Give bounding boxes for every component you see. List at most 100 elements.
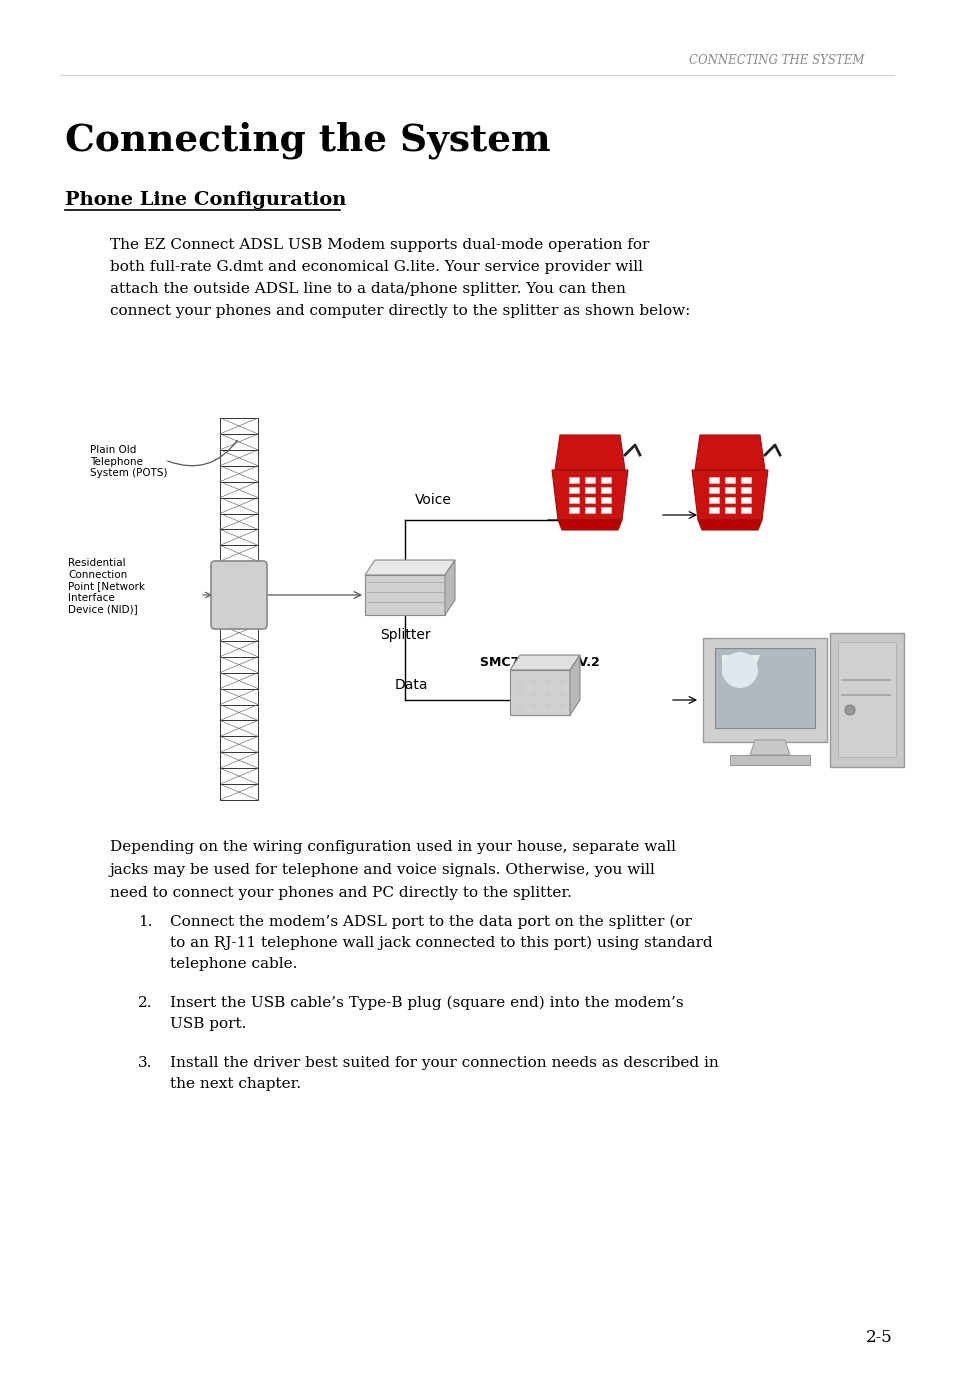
Polygon shape: [510, 670, 569, 715]
Text: connect your phones and computer directly to the splitter as shown below:: connect your phones and computer directl…: [110, 304, 690, 318]
Polygon shape: [220, 784, 257, 799]
Bar: [708, 497, 719, 502]
Circle shape: [559, 680, 563, 684]
Text: Phone Line Configuration: Phone Line Configuration: [65, 192, 346, 210]
Text: Plain Old
Telephone
System (POTS): Plain Old Telephone System (POTS): [90, 446, 168, 479]
Circle shape: [517, 693, 521, 695]
Text: CONNECTING THE SYSTEM: CONNECTING THE SYSTEM: [688, 54, 863, 67]
Polygon shape: [749, 740, 789, 755]
Polygon shape: [220, 657, 257, 673]
Circle shape: [721, 652, 758, 688]
Polygon shape: [220, 514, 257, 529]
Bar: [724, 507, 734, 514]
Polygon shape: [220, 545, 257, 561]
Text: Connecting the System: Connecting the System: [65, 121, 550, 158]
Text: Residential
Connection
Point [Network
Interface
Device (NID)]: Residential Connection Point [Network In…: [68, 558, 145, 615]
Bar: [584, 477, 595, 483]
Bar: [714, 648, 814, 727]
Bar: [740, 477, 750, 483]
Text: need to connect your phones and PC directly to the splitter.: need to connect your phones and PC direc…: [110, 886, 571, 899]
Bar: [600, 477, 610, 483]
FancyBboxPatch shape: [702, 638, 826, 743]
Polygon shape: [444, 559, 455, 615]
Circle shape: [559, 693, 563, 695]
Polygon shape: [220, 609, 257, 625]
Bar: [568, 507, 578, 514]
Bar: [584, 487, 595, 493]
Bar: [600, 507, 610, 514]
Circle shape: [545, 704, 550, 708]
Text: 2.: 2.: [138, 997, 152, 1010]
Circle shape: [545, 693, 550, 695]
FancyBboxPatch shape: [211, 561, 267, 629]
Polygon shape: [220, 688, 257, 705]
Circle shape: [532, 680, 536, 684]
Bar: [729, 755, 809, 765]
Text: Insert the USB cable’s Type-B plug (square end) into the modem’s: Insert the USB cable’s Type-B plug (squa…: [170, 997, 683, 1010]
Text: both full-rate G.dmt and economical G.lite. Your service provider will: both full-rate G.dmt and economical G.li…: [110, 260, 642, 273]
Bar: [837, 643, 895, 756]
Polygon shape: [220, 625, 257, 641]
Polygon shape: [569, 655, 579, 715]
Bar: [708, 507, 719, 514]
Polygon shape: [365, 559, 455, 575]
Bar: [568, 497, 578, 502]
Text: to an RJ-11 telephone wall jack connected to this port) using standard: to an RJ-11 telephone wall jack connecte…: [170, 936, 712, 951]
Text: Voice: Voice: [415, 493, 452, 507]
Bar: [724, 477, 734, 483]
Bar: [584, 497, 595, 502]
Polygon shape: [220, 752, 257, 768]
Polygon shape: [220, 529, 257, 545]
Polygon shape: [220, 482, 257, 497]
Bar: [724, 497, 734, 502]
Polygon shape: [220, 705, 257, 720]
Circle shape: [517, 704, 521, 708]
Circle shape: [844, 705, 854, 715]
Text: Install the driver best suited for your connection needs as described in: Install the driver best suited for your …: [170, 1056, 718, 1070]
Polygon shape: [558, 520, 621, 530]
Text: 1.: 1.: [138, 915, 152, 929]
Text: Data: Data: [395, 677, 428, 693]
Polygon shape: [555, 434, 624, 471]
Circle shape: [545, 680, 550, 684]
Text: 2-5: 2-5: [864, 1330, 891, 1346]
Text: SMC7003USB V.2: SMC7003USB V.2: [479, 655, 599, 669]
Circle shape: [532, 693, 536, 695]
Text: USB port.: USB port.: [170, 1017, 246, 1031]
Polygon shape: [698, 520, 761, 530]
Bar: [600, 497, 610, 502]
Text: Splitter: Splitter: [379, 627, 430, 643]
Polygon shape: [695, 434, 764, 471]
Text: 3.: 3.: [138, 1056, 152, 1070]
Text: attach the outside ADSL line to a data/phone splitter. You can then: attach the outside ADSL line to a data/p…: [110, 282, 625, 296]
Polygon shape: [220, 561, 257, 577]
Bar: [740, 507, 750, 514]
Text: Depending on the wiring configuration used in your house, separate wall: Depending on the wiring configuration us…: [110, 840, 676, 854]
Bar: [708, 487, 719, 493]
Bar: [708, 477, 719, 483]
Polygon shape: [220, 497, 257, 514]
Bar: [724, 487, 734, 493]
Circle shape: [559, 704, 563, 708]
Text: telephone cable.: telephone cable.: [170, 956, 297, 972]
Circle shape: [517, 680, 521, 684]
Bar: [740, 497, 750, 502]
Text: Connect the modem’s ADSL port to the data port on the splitter (or: Connect the modem’s ADSL port to the dat…: [170, 915, 691, 930]
Bar: [568, 487, 578, 493]
Text: the next chapter.: the next chapter.: [170, 1077, 301, 1091]
Text: jacks may be used for telephone and voice signals. Otherwise, you will: jacks may be used for telephone and voic…: [110, 863, 656, 877]
Polygon shape: [552, 471, 627, 520]
Polygon shape: [220, 720, 257, 736]
Polygon shape: [220, 673, 257, 688]
Polygon shape: [510, 655, 579, 670]
Bar: [568, 477, 578, 483]
Polygon shape: [220, 768, 257, 784]
Polygon shape: [220, 593, 257, 609]
Polygon shape: [220, 736, 257, 752]
Bar: [740, 487, 750, 493]
Polygon shape: [220, 466, 257, 482]
Polygon shape: [220, 418, 257, 434]
Polygon shape: [691, 471, 767, 520]
Circle shape: [532, 704, 536, 708]
Polygon shape: [220, 641, 257, 657]
